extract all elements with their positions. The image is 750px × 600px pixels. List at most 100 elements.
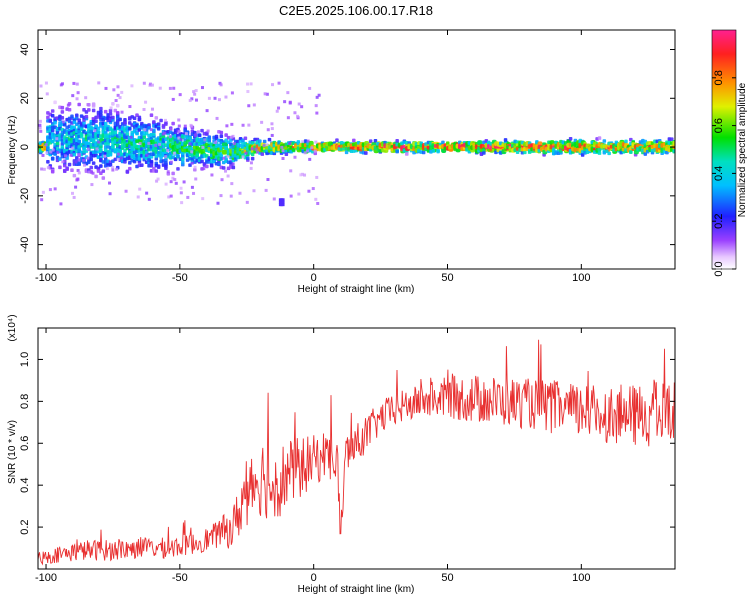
spectrogram-cell <box>103 154 107 158</box>
spectrogram-cell <box>431 149 436 153</box>
spectrogram-cell <box>91 104 96 108</box>
spectrogram-cell <box>114 99 118 103</box>
spectrogram-cell <box>103 121 108 126</box>
spectrogram-cell <box>167 195 171 199</box>
spectrogram-cell <box>135 131 139 136</box>
spectrogram-cell <box>145 191 149 195</box>
spectrogram-cell <box>152 128 156 133</box>
spectrogram-cell <box>69 153 73 157</box>
spectrogram-cell <box>224 169 228 173</box>
spectrogram-cell <box>39 129 43 133</box>
spectrogram-cell <box>154 143 158 147</box>
spectrogram-cell <box>200 128 204 133</box>
spectrogram-cell <box>308 157 312 161</box>
spectrogram-cell <box>405 152 409 156</box>
spectrogram-x-tick-label: 0 <box>311 272 317 284</box>
spectrogram-cell <box>128 105 132 109</box>
spectrogram-x-tick-label: 50 <box>441 272 453 284</box>
spectrogram-cell <box>72 81 76 85</box>
spectrogram-cell <box>163 131 167 135</box>
snr-series-line <box>38 339 675 566</box>
colorbar-label: Normalized spectral amplitude <box>737 82 748 217</box>
spectrogram-cell <box>55 137 59 141</box>
spectrogram-cell <box>241 155 245 159</box>
spectrogram-cell <box>120 110 124 114</box>
spectrogram-cell <box>140 163 144 167</box>
spectrogram-cell <box>176 167 180 171</box>
spectrogram-cell <box>281 149 285 153</box>
spectrogram-cell <box>256 150 260 154</box>
spectrogram-cell <box>41 190 45 194</box>
spectrogram-cell <box>214 134 219 139</box>
spectrogram-cell <box>173 178 177 182</box>
spectrogram-cell <box>314 140 318 144</box>
spectrogram-cell <box>168 86 172 90</box>
spectrogram-cell <box>101 176 106 180</box>
spectrogram-cell <box>306 149 310 153</box>
spectrogram-cell <box>163 118 167 122</box>
spectrogram-cell <box>263 92 267 96</box>
spectrogram-cell <box>597 151 602 155</box>
spectrogram-cell <box>38 123 42 127</box>
spectrogram-cell <box>94 119 98 124</box>
snr-x-tick-label: 50 <box>441 572 453 584</box>
spectrogram-cell <box>82 158 86 162</box>
spectrogram-cell <box>197 133 202 138</box>
spectrogram-cell <box>352 138 356 143</box>
spectrogram-cell <box>181 160 185 165</box>
spectrogram-cell <box>61 160 65 164</box>
spectrogram-cell <box>149 113 154 118</box>
spectrogram-cell <box>169 127 173 131</box>
snr-y-tick-label: 0.4 <box>19 478 31 493</box>
spectrogram-cell <box>156 177 160 181</box>
spectrogram-cell <box>71 94 75 98</box>
spectrogram-cell <box>77 158 81 162</box>
spectrogram-cell <box>607 151 611 156</box>
spectrogram-cell <box>154 116 159 120</box>
spectrogram-cell <box>270 133 274 137</box>
spectrogram-cell <box>138 141 142 145</box>
spectrogram-cell <box>306 139 310 143</box>
spectrogram-cell <box>148 82 152 86</box>
spectrogram-cell <box>142 107 146 111</box>
spectrogram-cell <box>72 195 76 199</box>
spectrogram-cell <box>154 169 159 173</box>
spectrogram-cell <box>90 183 94 187</box>
spectrogram-cell <box>395 139 399 143</box>
spectrogram-cell <box>222 156 226 160</box>
spectrogram-cell <box>190 185 194 189</box>
spectrogram-cell <box>58 165 62 170</box>
spectrogram-cell <box>46 146 50 150</box>
spectrogram-cell <box>53 121 57 125</box>
spectrogram-cell <box>215 116 219 120</box>
spectrogram-cell <box>116 85 120 89</box>
spectrogram-cell <box>77 139 81 144</box>
spectrogram-cell <box>183 124 187 128</box>
spectrogram-cell <box>249 161 253 165</box>
spectrogram-cell <box>70 168 74 173</box>
snr-frame <box>37 327 676 570</box>
spectrogram-cell <box>103 130 108 135</box>
spectrogram-cell <box>503 138 508 142</box>
spectrogram-y-tick-label: 0 <box>19 144 31 150</box>
spectrogram-cell <box>63 154 67 158</box>
spectrogram-cell <box>314 197 318 201</box>
spectrogram-cell <box>177 136 181 140</box>
spectrogram-cell <box>254 147 258 151</box>
spectrogram-cell <box>266 178 270 182</box>
spectrogram-cell <box>247 104 251 108</box>
spectrogram-cell <box>194 134 198 138</box>
spectrogram-cell <box>76 177 80 181</box>
spectrogram-cell <box>186 195 190 199</box>
spectrogram-cell <box>164 161 168 165</box>
spectrogram-cell <box>62 163 67 168</box>
spectrogram-cell <box>288 101 292 105</box>
spectrogram-cell <box>247 123 251 127</box>
spectrogram-cell <box>53 100 57 105</box>
spectrogram-cell <box>174 181 178 185</box>
spectrogram-cell <box>265 92 269 96</box>
spectrogram-cell <box>118 96 122 100</box>
spectrogram-cell <box>217 98 221 102</box>
spectrogram-cell <box>672 149 675 153</box>
